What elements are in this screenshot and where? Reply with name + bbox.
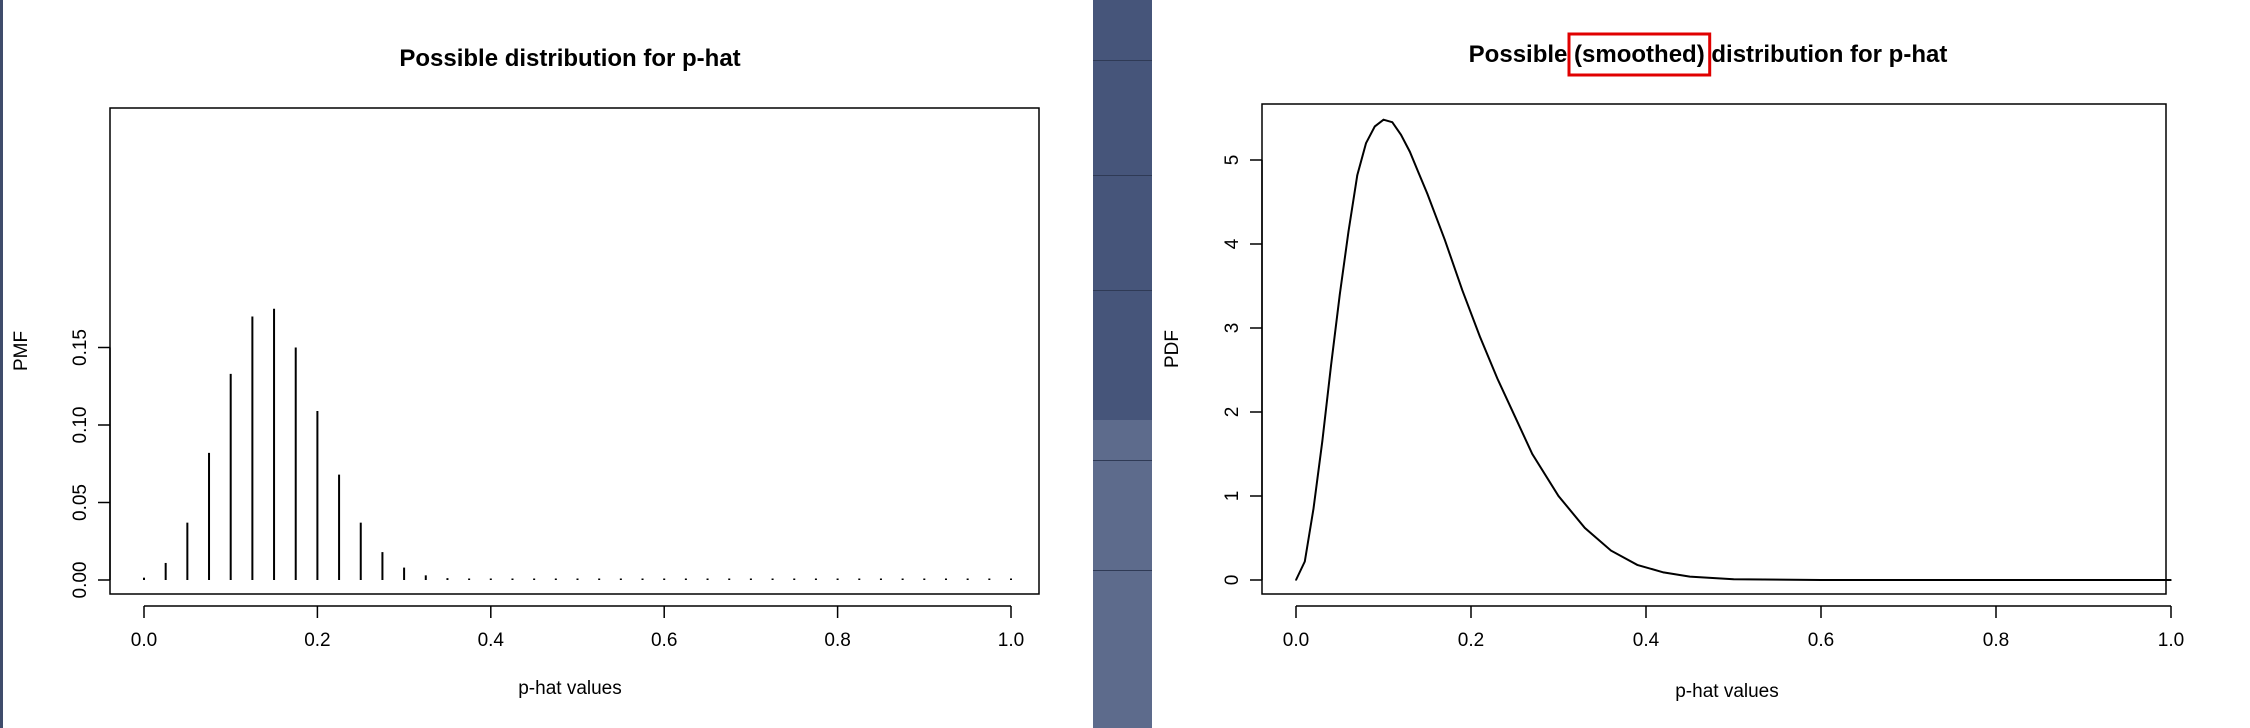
pmf-bars <box>143 308 1012 580</box>
pdf-point <box>1356 174 1359 176</box>
x-tick-label: 0.0 <box>131 630 157 651</box>
pdf-point <box>2082 579 2085 581</box>
pdf-point <box>1557 495 1560 497</box>
background-divider <box>1092 290 1152 291</box>
pdf-point <box>1513 415 1516 418</box>
y-axis-label: PMF <box>11 331 32 371</box>
pdf-point <box>1583 527 1586 529</box>
y-axis-label: PDF <box>1162 330 1183 368</box>
x-tick-label: 1.0 <box>998 630 1024 651</box>
pdf-point <box>1610 549 1612 552</box>
pdf-point <box>1417 171 1420 174</box>
y-tick-label: 0.00 <box>70 562 91 599</box>
pdf-point <box>1461 289 1464 292</box>
pdf-point <box>1400 134 1402 136</box>
x-tick-label: 0.6 <box>651 630 677 651</box>
y-tick-label: 0.10 <box>70 407 91 444</box>
pdf-point <box>1295 579 1297 581</box>
x-axis-label: p-hat values <box>518 678 622 699</box>
pmf-chart-panel: Possible distribution for p-hat 0.0 0.2 0.… <box>3 0 1093 728</box>
x-tick-label: 0.2 <box>1458 630 1484 651</box>
title-prefix: Possible <box>1469 41 1574 68</box>
pdf-point <box>1478 335 1481 338</box>
pdf-point <box>1373 125 1376 128</box>
chart-title: Possible distribution for p-hat <box>399 45 740 72</box>
pdf-curve <box>1295 118 2171 581</box>
pdf-point <box>1382 118 1385 121</box>
pdf-point <box>1365 142 1367 144</box>
x-tick-label: 0.8 <box>1983 630 2009 651</box>
pdf-point <box>1662 571 1665 574</box>
pdf-chart-panel: Possible (smoothed) distribution for p-h… <box>1152 0 2250 728</box>
pdf-point <box>1732 578 1735 580</box>
pdf-point <box>1496 377 1499 380</box>
pdf-point <box>1531 453 1534 455</box>
pdf-point <box>1303 560 1306 563</box>
pdf-point <box>1408 150 1411 153</box>
highlight-box <box>1567 32 1712 77</box>
background-divider <box>1092 175 1152 176</box>
y-axis: 0.00 0.05 0.10 0.15 <box>70 329 111 599</box>
y-axis: 0 1 2 3 4 5 <box>1222 155 1263 586</box>
pdf-point <box>1426 192 1429 195</box>
x-axis: 0.0 0.2 0.4 0.6 0.8 1.0 <box>131 605 1024 651</box>
pdf-point <box>1321 440 1324 443</box>
title-suffix: distribution for p-hat <box>1705 41 1948 68</box>
y-tick-label: 0 <box>1222 575 1243 586</box>
pdf-point <box>1995 579 1997 581</box>
pdf-point <box>1443 239 1446 241</box>
x-tick-label: 0.0 <box>1283 630 1309 651</box>
y-tick-label: 2 <box>1222 407 1243 418</box>
pdf-chart: Possible (smoothed) distribution for p-h… <box>1162 32 2184 702</box>
pdf-curve-group <box>1295 118 2172 581</box>
plot-frame <box>1261 103 2167 595</box>
pdf-point <box>1820 579 1822 581</box>
pdf-point <box>1636 564 1639 566</box>
pdf-point <box>1312 507 1315 510</box>
y-tick-label: 0.05 <box>70 484 91 521</box>
x-tick-label: 0.6 <box>1808 630 1834 651</box>
pdf-point <box>1330 365 1332 367</box>
pdf-point <box>1338 293 1341 296</box>
x-tick-label: 1.0 <box>2158 630 2184 651</box>
x-axis: 0.0 0.2 0.4 0.6 0.8 1.0 <box>1283 605 2184 651</box>
x-tick-label: 0.2 <box>304 630 330 651</box>
y-tick-label: 3 <box>1222 323 1243 334</box>
x-tick-label: 0.4 <box>478 630 505 651</box>
y-tick-label: 4 <box>1222 238 1243 249</box>
title-highlight-word: (smoothed) <box>1574 41 1705 68</box>
background-divider <box>1092 570 1152 571</box>
y-tick-label: 0.15 <box>70 329 91 366</box>
chart-title: Possible (smoothed) distribution for p-h… <box>1469 41 1948 68</box>
pdf-point <box>1347 230 1350 233</box>
plot-frame <box>109 107 1040 595</box>
pdf-point <box>1907 579 1910 581</box>
x-axis-label: p-hat values <box>1675 681 1779 702</box>
background-window-lower <box>1092 420 1152 728</box>
background-divider <box>1092 60 1152 61</box>
y-tick-label: 5 <box>1222 155 1243 166</box>
x-tick-label: 0.8 <box>824 630 850 651</box>
background-divider <box>1092 460 1152 461</box>
y-tick-label: 1 <box>1222 491 1243 502</box>
pdf-point <box>1391 121 1394 123</box>
pdf-point <box>1688 575 1691 578</box>
pmf-chart: Possible distribution for p-hat 0.0 0.2 0.… <box>11 45 1040 699</box>
x-tick-label: 0.4 <box>1633 630 1660 651</box>
pdf-point <box>2170 579 2172 581</box>
